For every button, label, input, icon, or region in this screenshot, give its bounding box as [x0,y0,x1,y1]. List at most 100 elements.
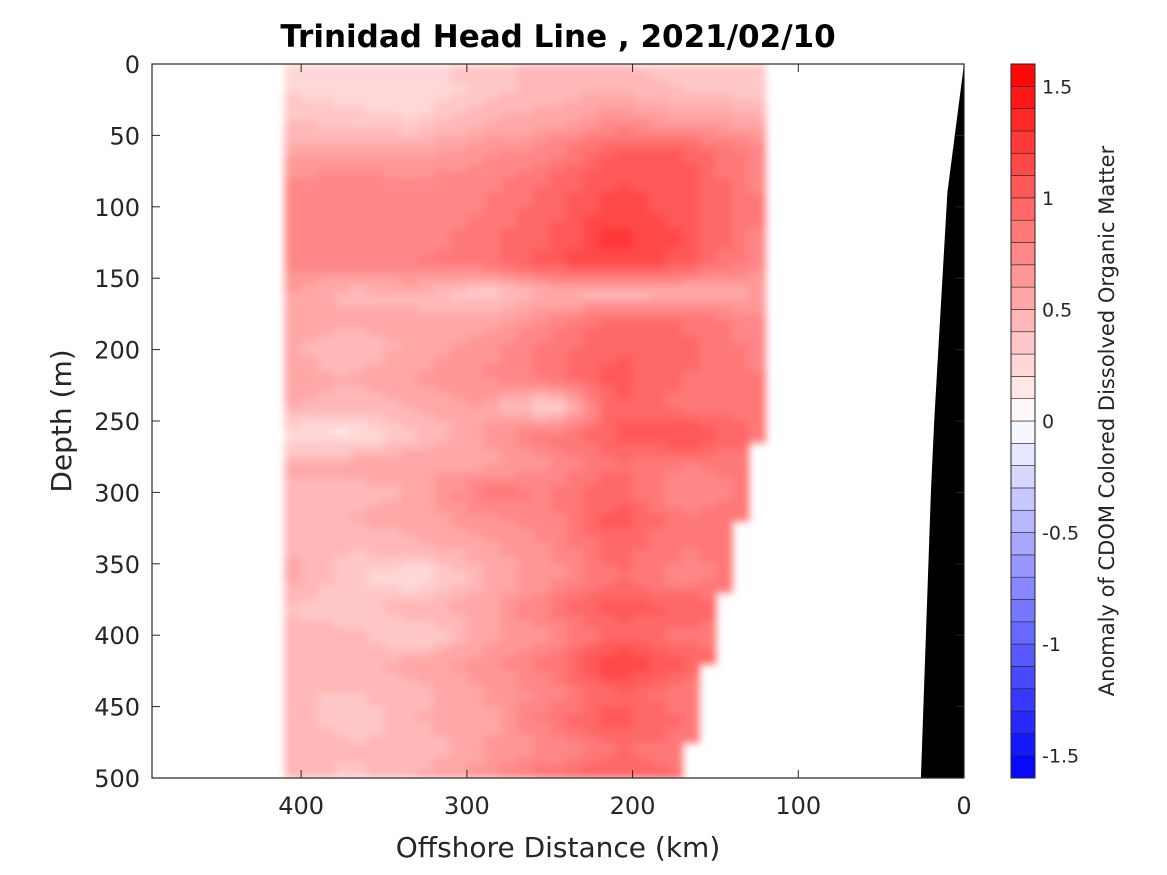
field-cell [649,278,667,287]
field-cell [582,164,601,172]
field-cell [665,349,684,358]
field-cell [450,185,468,194]
field-cell [698,313,717,322]
field-cell [665,128,684,137]
field-cell [516,392,534,401]
field-cell [301,606,319,615]
field-cell [350,142,369,151]
field-cell [384,178,402,187]
field-cell [649,99,667,108]
field-cell [384,628,402,636]
field-cell [367,349,385,358]
field-cell [400,742,418,751]
field-cell [649,742,667,751]
field-cell [334,756,352,765]
field-cell [500,78,518,87]
field-cell [599,471,617,479]
field-cell [665,106,684,115]
field-cell [715,142,733,151]
x-tick-label: 100 [775,792,821,820]
field-cell [350,256,369,265]
field-cell [533,335,551,344]
field-cell [367,685,385,694]
field-cell [682,292,700,301]
field-cell [632,371,650,379]
field-cell [649,349,667,358]
field-cell [433,756,452,765]
field-cell [417,549,435,558]
field-cell [665,685,684,694]
field-cell [682,128,700,137]
field-cell [433,463,452,472]
field-cell [450,463,468,472]
field-cell [698,635,717,644]
field-cell [566,164,584,172]
field-cell [450,171,468,179]
field-cell [450,328,468,337]
field-cell [748,178,766,187]
field-cell [698,263,717,272]
field-cell [350,406,369,415]
field-cell [466,421,485,429]
field-cell [682,321,700,329]
field-cell [483,513,501,522]
field-cell [566,442,584,451]
field-cell [350,770,369,778]
field-cell [450,692,468,701]
field-cell [284,178,302,187]
field-cell [533,678,551,686]
field-cell [599,578,617,586]
field-cell [665,699,684,708]
field-cell [748,92,766,101]
field-cell [334,528,352,536]
field-cell [516,763,534,772]
field-cell [649,356,667,365]
field-cell [433,435,452,444]
field-cell [715,413,733,422]
field-cell [582,428,601,436]
field-cell [483,649,501,658]
field-cell [715,435,733,444]
field-cell [284,749,302,758]
field-cell [599,663,617,672]
field-cell [433,720,452,729]
field-cell [317,421,336,429]
field-cell [417,699,435,708]
field-cell [665,670,684,679]
field-cell [500,256,518,265]
field-cell [566,99,584,108]
field-cell [367,556,385,565]
field-cell [433,363,452,372]
field-cell [599,535,617,544]
field-cell [549,128,568,137]
field-cell [715,421,733,429]
field-cell [682,685,700,694]
field-cell [301,392,319,401]
field-cell [748,413,766,422]
field-cell [466,506,485,515]
field-cell [632,249,650,258]
field-cell [566,378,584,387]
field-cell [384,692,402,701]
field-cell [599,85,617,94]
field-cell [616,642,634,651]
field-cell [367,606,385,615]
field-cell [483,263,501,272]
field-cell [367,392,385,401]
field-cell [616,521,634,529]
field-cell [317,756,336,765]
field-cell [284,242,302,251]
field-cell [732,349,750,358]
field-cell [682,656,700,665]
field-cell [566,428,584,436]
field-cell [616,371,634,379]
field-cell [748,242,766,251]
field-cell [698,271,717,279]
field-cell [698,149,717,158]
field-cell [466,742,485,751]
field-cell [301,570,319,579]
field-cell [732,171,750,179]
field-cell [582,685,601,694]
field-cell [616,206,634,215]
field-cell [317,592,336,601]
